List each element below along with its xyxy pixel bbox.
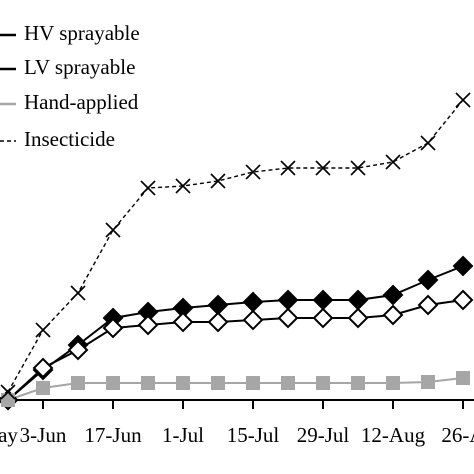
point — [1, 393, 15, 407]
x-tick-label: 12-Aug — [361, 423, 426, 447]
point — [141, 376, 155, 390]
point — [312, 307, 334, 329]
point — [351, 376, 365, 390]
legend-label: LV sprayable — [24, 55, 135, 79]
x-tick-label: 15-Jul — [227, 423, 280, 447]
legend-label: Hand-applied — [24, 90, 139, 114]
point — [32, 357, 54, 379]
x-tick-label: 26-A — [441, 423, 474, 447]
x-tick-label: 29-Jul — [297, 423, 350, 447]
point — [242, 291, 264, 313]
point — [316, 376, 330, 390]
point — [70, 285, 86, 301]
point — [452, 289, 474, 311]
point — [312, 289, 334, 311]
point — [455, 92, 471, 108]
point — [417, 269, 439, 291]
point — [0, 384, 16, 400]
point — [277, 307, 299, 329]
x-tick-label: ay — [0, 423, 18, 447]
point — [175, 178, 191, 194]
point — [140, 180, 156, 196]
point — [347, 289, 369, 311]
point — [417, 294, 439, 316]
point — [421, 375, 435, 389]
point — [137, 314, 159, 336]
point — [106, 376, 120, 390]
point — [350, 160, 366, 176]
point — [420, 135, 436, 151]
point — [281, 376, 295, 390]
point — [176, 376, 190, 390]
point — [35, 322, 51, 338]
legend-label: Insecticide — [24, 127, 115, 151]
point — [452, 255, 474, 277]
point — [105, 222, 121, 238]
series-line — [7, 99, 464, 393]
x-tick-label: 1-Jul — [162, 423, 204, 447]
point — [102, 317, 124, 339]
point — [382, 304, 404, 326]
point — [347, 307, 369, 329]
point — [246, 376, 260, 390]
point — [245, 164, 261, 180]
point — [36, 381, 50, 395]
point — [207, 311, 229, 333]
point — [382, 284, 404, 306]
x-tick-label: 17-Jun — [84, 423, 142, 447]
point — [456, 371, 470, 385]
point — [386, 376, 400, 390]
point — [207, 294, 229, 316]
point — [277, 289, 299, 311]
point — [172, 311, 194, 333]
legend-label: HV sprayable — [24, 21, 140, 45]
point — [280, 160, 296, 176]
x-tick-label: 3-Jun — [20, 423, 67, 447]
point — [315, 160, 331, 176]
point — [71, 376, 85, 390]
point — [67, 339, 89, 361]
point — [385, 154, 401, 170]
point — [211, 376, 225, 390]
point — [242, 309, 264, 331]
point — [210, 173, 226, 189]
